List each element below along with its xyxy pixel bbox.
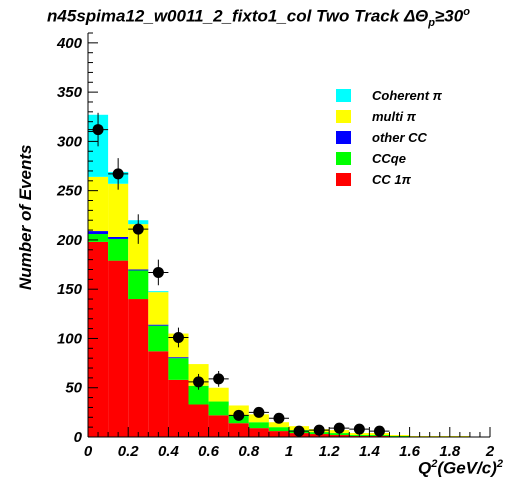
data-point: [188, 373, 209, 390]
data-point: [168, 327, 189, 348]
data-point: [228, 409, 249, 421]
data-point: [268, 412, 289, 424]
data-marker: [92, 124, 104, 136]
data-marker: [313, 424, 325, 436]
bar-1-2: [128, 270, 149, 300]
x-tick-label: 0.4: [158, 443, 180, 460]
bar-3-8: [248, 414, 269, 423]
bar-1-5: [188, 385, 209, 405]
series-0: [88, 241, 390, 437]
bar-0-5: [188, 404, 209, 437]
legend-swatch: [336, 89, 351, 102]
y-tick-label: 0: [74, 429, 83, 446]
data-point: [349, 423, 370, 435]
bar-2-2: [128, 269, 149, 271]
x-tick-label: 0.6: [198, 443, 220, 460]
series-2: [88, 231, 189, 359]
x-tick-label: 1: [285, 443, 293, 460]
data-point: [108, 158, 129, 190]
x-tick-label: 2: [485, 443, 495, 460]
data-marker: [213, 373, 225, 385]
bar-4-3: [148, 291, 169, 293]
data-point: [148, 259, 169, 286]
bar-2-1: [108, 236, 129, 239]
data-point: [208, 370, 229, 387]
x-tick-label: 0.2: [118, 443, 140, 460]
y-tick-label: 50: [65, 380, 82, 397]
x-tick-label: 0: [84, 443, 93, 460]
data-point: [88, 112, 109, 147]
data-marker: [293, 425, 305, 437]
bar-0-2: [128, 299, 149, 437]
data-marker: [172, 331, 184, 343]
data-point: [248, 406, 269, 418]
data-marker: [132, 223, 144, 235]
x-tick-label: 1.8: [439, 443, 461, 460]
y-tick-label: 200: [56, 232, 83, 249]
y-tick-label: 100: [57, 330, 83, 347]
legend-swatch: [336, 110, 351, 123]
data-point: [128, 214, 149, 244]
data-marker: [253, 406, 265, 418]
bar-0-4: [168, 379, 189, 437]
legend-label: other CC: [372, 130, 428, 145]
x-tick-label: 0.8: [238, 443, 260, 460]
y-tick-label: 150: [57, 281, 83, 298]
bar-3-1: [108, 183, 129, 237]
bar-1-6: [208, 401, 229, 416]
x-tick-label: 1.2: [319, 443, 341, 460]
data-marker: [152, 266, 164, 278]
bar-2-4: [168, 357, 189, 359]
legend-label: Coherent π: [372, 88, 443, 103]
legend-label: CCqe: [372, 151, 406, 166]
bar-3-2: [128, 224, 149, 270]
bar-0-6: [208, 415, 229, 437]
bar-1-4: [168, 358, 189, 380]
bar-1-0: [88, 234, 109, 242]
bar-0-7: [228, 423, 249, 437]
data-marker: [273, 412, 285, 424]
bar-2-3: [148, 324, 169, 326]
bar-1-3: [148, 325, 169, 352]
data-marker: [233, 409, 245, 421]
chart-title: n45spima12_w0011_2_fixto1_col Two Track …: [47, 6, 470, 30]
bar-3-3: [148, 292, 169, 325]
data-marker: [333, 422, 345, 434]
bar-2-0: [88, 231, 109, 235]
legend-swatch: [336, 173, 351, 186]
legend-swatch: [336, 131, 351, 144]
bar-1-8: [248, 422, 269, 429]
y-tick-label: 250: [56, 183, 83, 200]
data-point: [369, 425, 390, 437]
bar-3-6: [208, 387, 229, 402]
x-tick-label: 1.6: [399, 443, 421, 460]
y-tick-label: 400: [56, 35, 83, 52]
bar-0-1: [108, 260, 129, 437]
bar-1-9: [268, 427, 289, 432]
data-marker: [353, 423, 365, 435]
bar-3-9: [268, 422, 289, 428]
legend: Coherent π multi π other CC CCqe CC 1π: [336, 88, 443, 187]
data-marker: [193, 376, 205, 388]
data-point: [329, 422, 350, 434]
data-marker: [373, 425, 385, 437]
data-marker: [112, 168, 124, 180]
data-point: [309, 424, 330, 436]
legend-swatch: [336, 152, 351, 165]
bar-0-3: [148, 351, 169, 437]
y-tick-label: 300: [57, 133, 83, 150]
y-tick-label: 350: [57, 84, 83, 101]
legend-label: CC 1π: [372, 172, 412, 187]
bar-3-0: [88, 176, 109, 232]
x-tick-label: 1.4: [359, 443, 381, 460]
data-point: [289, 425, 310, 437]
legend-label: multi π: [372, 109, 417, 124]
x-axis-label: Q2(GeV/c)2: [417, 458, 503, 478]
bar-1-1: [108, 238, 129, 261]
